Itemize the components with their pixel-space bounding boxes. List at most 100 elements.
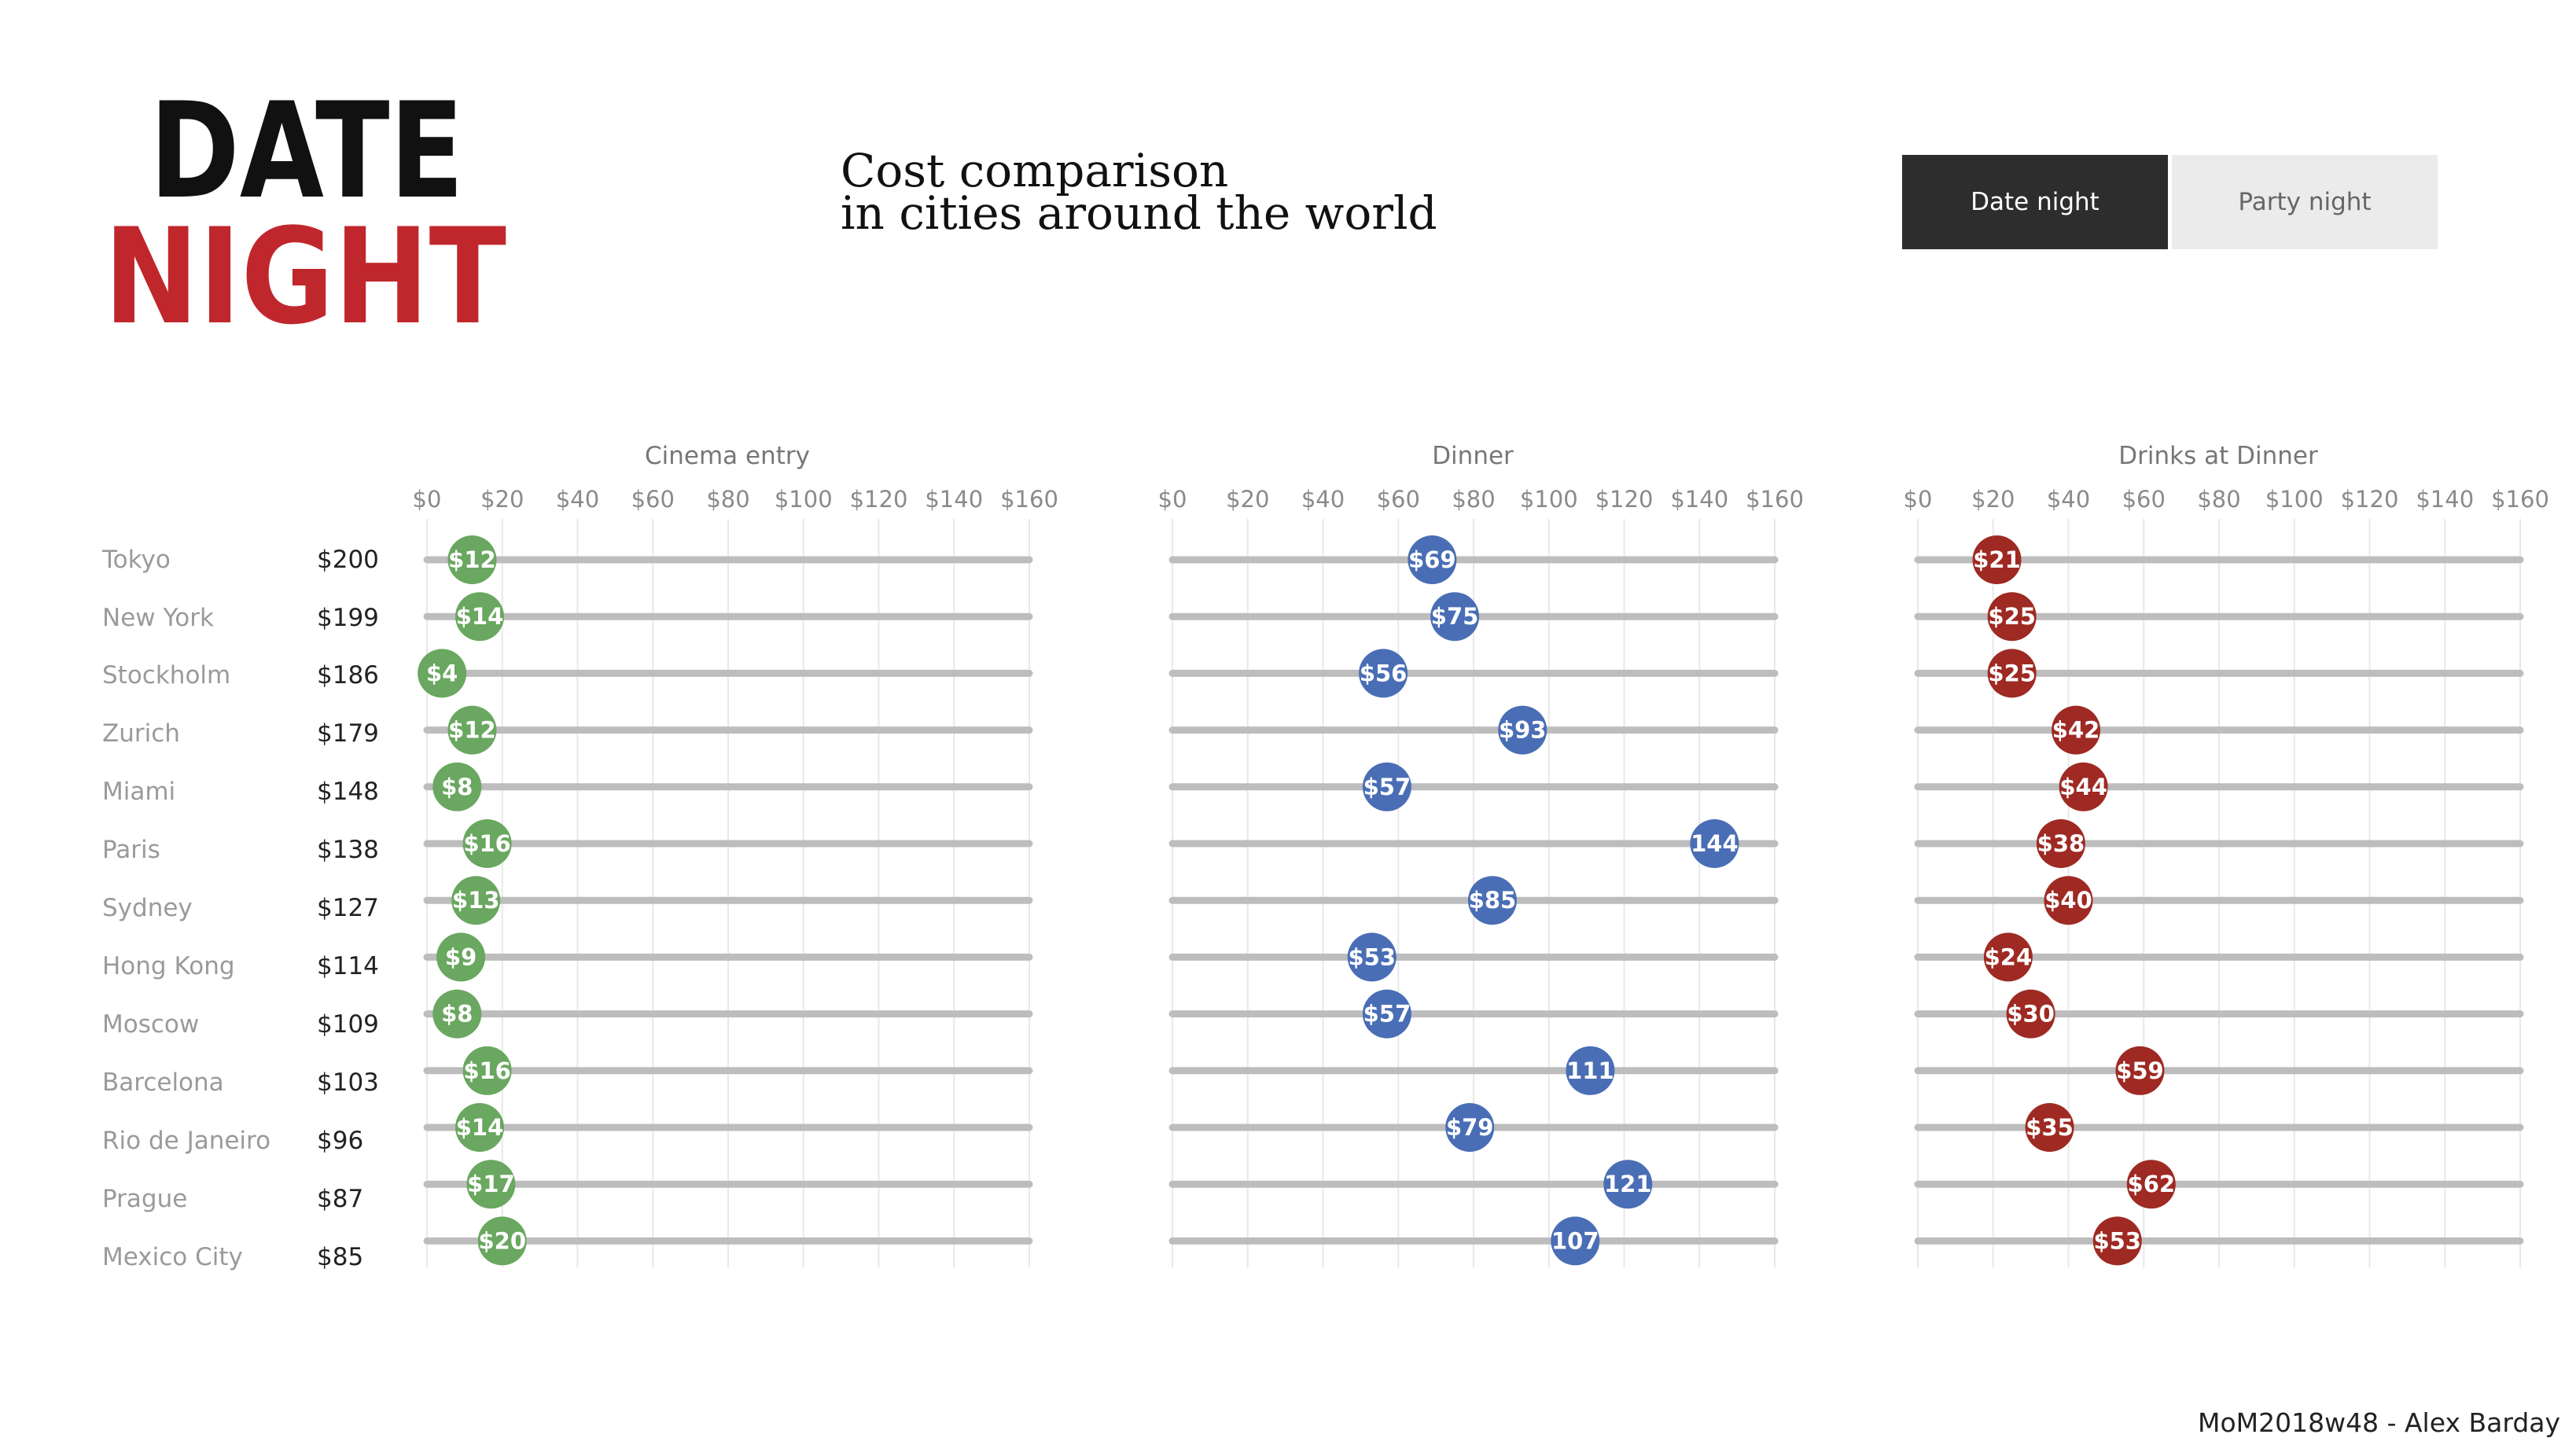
city-name: Mexico City: [102, 1243, 243, 1271]
x-tick-label: $0: [1158, 486, 1187, 513]
data-point: [2036, 819, 2085, 868]
x-tick-label: $0: [413, 486, 442, 513]
data-point: [447, 535, 497, 584]
x-tick-label: $40: [1301, 486, 1345, 513]
data-point: [1362, 762, 1411, 811]
city-total: $148: [317, 778, 379, 806]
panel-title-drinks: Drinks at Dinner: [2118, 442, 2318, 470]
title-line-2: in cities around the world: [841, 186, 1437, 240]
logo-line-date: DATE: [149, 79, 464, 228]
data-point: [1445, 1103, 1495, 1152]
panel-title-cinema: Cinema entry: [645, 442, 810, 470]
data-point: [1972, 535, 2022, 584]
data-point: [466, 1160, 516, 1209]
city-name: Moscow: [102, 1010, 200, 1039]
x-tick-label: $100: [2265, 486, 2324, 513]
data-label: $38: [2037, 830, 2085, 857]
data-point: [1983, 932, 2033, 982]
data-label: $25: [1988, 603, 2036, 630]
data-point: [1347, 932, 1397, 982]
data-point: [432, 989, 482, 1039]
city-name: Paris: [102, 836, 160, 864]
data-label: $79: [1446, 1114, 1494, 1141]
date-night-button[interactable]: Date night: [1902, 155, 2168, 249]
city-total: $109: [317, 1010, 379, 1039]
city-total: $96: [317, 1127, 364, 1155]
panel-title-dinner: Dinner: [1432, 442, 1514, 470]
data-label: $40: [2044, 887, 2092, 914]
page-title: Cost comparison in cities around the wor…: [841, 144, 1437, 240]
data-point: [462, 819, 512, 868]
data-label: $14: [456, 1114, 504, 1141]
data-point: [436, 932, 486, 982]
data-point: [447, 705, 497, 755]
x-tick-label: $60: [1377, 486, 1420, 513]
city-name: Miami: [102, 778, 176, 806]
data-point: [462, 1046, 512, 1095]
data-point: [1987, 649, 2037, 698]
city-total: $179: [317, 719, 379, 748]
data-label: $24: [1985, 943, 2033, 970]
data-label: $85: [1469, 887, 1517, 914]
data-point: [1603, 1160, 1653, 1209]
data-point: [1362, 989, 1411, 1039]
x-tick-label: $120: [1595, 486, 1654, 513]
data-point: [451, 876, 501, 925]
city-name: Hong Kong: [102, 952, 235, 980]
data-label: $57: [1363, 774, 1411, 800]
data-point: [432, 762, 482, 811]
x-tick-label: $40: [556, 486, 599, 513]
data-label: $42: [2052, 717, 2100, 744]
data-label: $35: [2026, 1114, 2074, 1141]
x-tick-label: $60: [631, 486, 675, 513]
city-total: $103: [317, 1068, 379, 1097]
city-name: Zurich: [102, 719, 180, 748]
data-point: [1987, 592, 2037, 642]
data-point: [2044, 876, 2093, 925]
data-label: $12: [448, 546, 496, 573]
data-label: $16: [463, 1057, 511, 1084]
data-label: $62: [2128, 1171, 2176, 1197]
city-total: $87: [317, 1185, 364, 1213]
x-tick-label: $80: [1452, 486, 1495, 513]
city-total: $114: [317, 952, 379, 980]
data-label: $4: [426, 660, 458, 686]
city-total: $186: [317, 661, 379, 690]
data-point: [1359, 649, 1408, 698]
x-tick-label: $140: [925, 486, 983, 513]
logo-line-night: NIGHT: [104, 200, 506, 330]
data-label: $8: [441, 774, 473, 800]
title-line-1: Cost comparison: [841, 144, 1229, 197]
data-label: $13: [452, 887, 500, 914]
date-night-logo: DATE NIGHT: [104, 79, 506, 330]
party-night-button[interactable]: Party night: [2172, 155, 2438, 249]
x-tick-label: $140: [1670, 486, 1728, 513]
data-label: $17: [467, 1171, 515, 1197]
data-label: 144: [1691, 830, 1739, 857]
data-label: $9: [445, 943, 477, 970]
data-label: $53: [1348, 943, 1396, 970]
x-tick-label: $100: [1520, 486, 1578, 513]
city-total: $199: [317, 604, 379, 632]
city-name: Rio de Janeiro: [102, 1127, 271, 1155]
city-total: $85: [317, 1243, 364, 1271]
data-label: $93: [1499, 717, 1547, 744]
x-tick-label: $140: [2416, 486, 2474, 513]
data-label: $69: [1408, 546, 1456, 573]
x-tick-label: $120: [850, 486, 908, 513]
data-label: $8: [441, 1001, 473, 1028]
data-label: $16: [463, 830, 511, 857]
data-label: $12: [448, 717, 496, 744]
x-tick-label: $80: [2197, 486, 2240, 513]
data-point: [2126, 1160, 2176, 1209]
city-total: $127: [317, 894, 379, 922]
data-point: [2092, 1216, 2142, 1266]
data-point: [1467, 876, 1517, 925]
x-tick-label: $160: [1746, 486, 1804, 513]
x-tick-label: $160: [1000, 486, 1058, 513]
data-point: [2006, 989, 2055, 1039]
data-point: [455, 592, 505, 642]
data-label: $53: [2093, 1227, 2141, 1254]
city-total: $138: [317, 836, 379, 864]
footer-credit: MoM2018w48 - Alex Barday: [2198, 1407, 2561, 1438]
